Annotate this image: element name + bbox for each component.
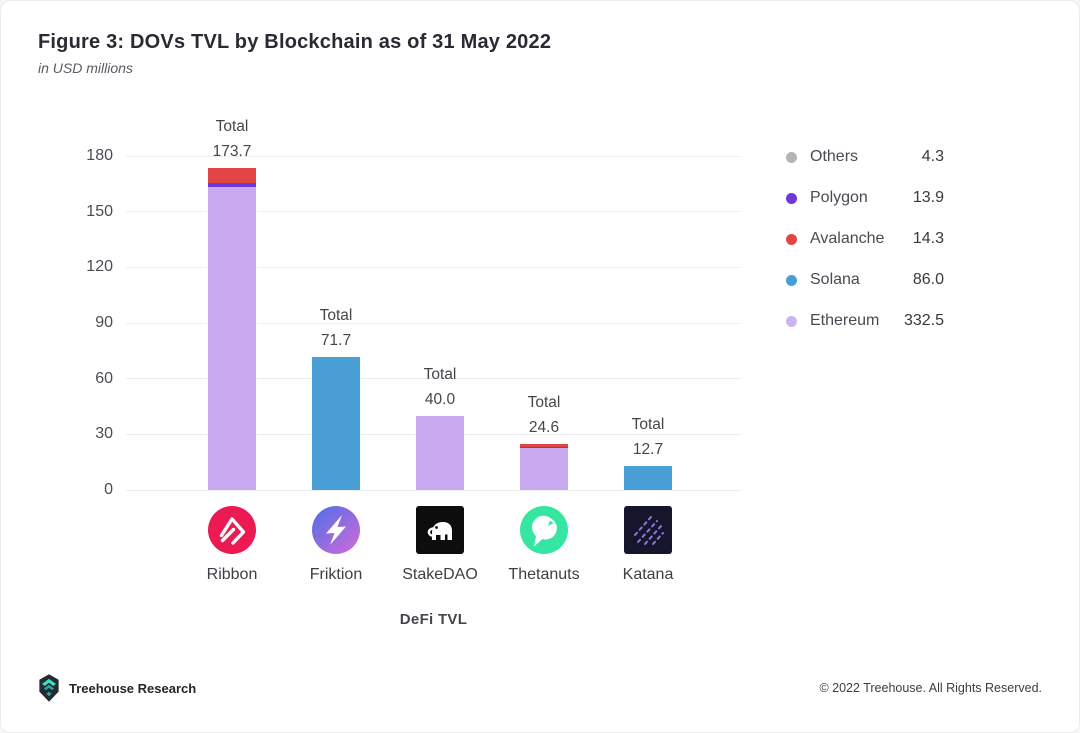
legend-value: 14.3	[912, 230, 944, 247]
bar-total-label-stakedao: Total 40.0	[385, 362, 495, 412]
total-label-value: 71.7	[320, 331, 352, 349]
bar-total-label-katana: Total 12.7	[593, 412, 703, 462]
total-label-word: Total	[423, 365, 457, 383]
legend-label: Others	[810, 148, 859, 165]
y-axis-tick-label: 90	[95, 314, 113, 331]
gridline-120	[126, 266, 741, 268]
stakedao-logo	[416, 506, 464, 554]
thetanuts-logo	[520, 506, 568, 554]
bar-segment-ethereum	[208, 187, 256, 490]
bar-katana	[624, 466, 672, 490]
y-axis-tick-label: 60	[95, 369, 113, 387]
ribbon-logo	[208, 506, 256, 554]
bar-total-label-thetanuts: Total 24.6	[489, 390, 599, 440]
bar-segment-polygon	[208, 183, 256, 188]
gridline-150	[126, 211, 741, 213]
bar-friktion	[312, 356, 360, 490]
total-label-value: 40.0	[424, 390, 456, 408]
legend-label: Avalanche	[810, 230, 885, 247]
bar-thetanuts	[520, 444, 568, 490]
y-axis-tick-label: 30	[95, 425, 113, 443]
total-label-value: 12.7	[632, 441, 664, 459]
total-label-value: 24.6	[528, 419, 560, 437]
bar-segment-avalanche	[520, 444, 568, 447]
treehouse-logo-icon	[38, 674, 60, 702]
total-label-word: Total	[527, 394, 561, 412]
legend-value: 86.0	[912, 271, 944, 288]
page-footer: Treehouse Research © 2022 Treehouse. All…	[38, 664, 1042, 712]
footer-copyright: © 2022 Treehouse. All Rights Reserved.	[819, 681, 1042, 695]
bar-segment-solana	[312, 356, 360, 490]
legend-label: Ethereum	[810, 312, 880, 329]
bar-segment-ethereum	[416, 415, 464, 490]
total-label-word: Total	[319, 306, 353, 324]
legend-label: Solana	[810, 271, 860, 288]
legend-value: 13.9	[912, 189, 944, 206]
bar-segment-ethereum	[520, 448, 568, 490]
legend-dot-polygon	[786, 192, 797, 204]
x-axis-category-stakedao: StakeDAO	[402, 566, 478, 583]
x-axis-category-ribbon: Ribbon	[206, 566, 258, 583]
legend-dot-others	[786, 151, 797, 163]
katana-logo	[624, 506, 672, 554]
total-label-word: Total	[215, 117, 249, 135]
bar-segment-polygon	[520, 446, 568, 449]
legend-row-ethereum: Ethereum 332.5	[786, 311, 944, 331]
y-axis-tick-label: 150	[86, 202, 113, 220]
bar-total-label-ribbon: Total 173.7	[177, 114, 287, 164]
bar-segment-solana	[624, 466, 672, 490]
legend-value: 332.5	[903, 312, 944, 329]
legend-label: Polygon	[810, 189, 868, 206]
bar-stakedao	[416, 415, 464, 490]
legend-dot-avalanche	[786, 233, 797, 245]
x-axis-category-friktion: Friktion	[309, 566, 363, 583]
legend-row-others: Others 4.3	[786, 147, 944, 167]
figure-title: Figure 3: DOVs TVL by Blockchain as of 3…	[38, 31, 552, 53]
total-label-value: 173.7	[212, 142, 252, 160]
bar-segment-avalanche	[208, 167, 256, 184]
gridline-60	[126, 378, 741, 380]
chart-legend: Others 4.3 Polygon 13.9 Avalanche 14.3 Solana 8…	[786, 147, 944, 352]
legend-dot-ethereum	[786, 315, 797, 327]
x-axis-category-katana: Katana	[622, 566, 674, 583]
legend-value: 4.3	[921, 148, 944, 165]
legend-row-avalanche: Avalanche 14.3	[786, 229, 944, 249]
gridline-0	[126, 489, 741, 491]
y-axis-tick-label: 180	[86, 147, 113, 164]
gridline-180	[126, 155, 741, 157]
legend-row-solana: Solana 86.0	[786, 270, 944, 290]
legend-row-polygon: Polygon 13.9	[786, 188, 944, 208]
figure-header: Figure 3: DOVs TVL by Blockchain as of 3…	[38, 31, 551, 76]
bar-total-label-friktion: Total 71.7	[281, 303, 391, 353]
y-axis-tick-label: 120	[86, 258, 113, 276]
x-axis-category-thetanuts: Thetanuts	[508, 566, 580, 583]
footer-brand: Treehouse Research	[69, 680, 197, 696]
friktion-logo	[312, 506, 360, 554]
legend-dot-solana	[786, 274, 797, 286]
figure-subtitle: in USD millions	[38, 60, 133, 76]
gridline-90	[126, 322, 741, 324]
x-axis-title: DeFi TVL	[399, 611, 468, 628]
y-axis-tick-label: 0	[104, 481, 113, 498]
bar-ribbon	[208, 167, 256, 490]
total-label-word: Total	[631, 416, 665, 434]
